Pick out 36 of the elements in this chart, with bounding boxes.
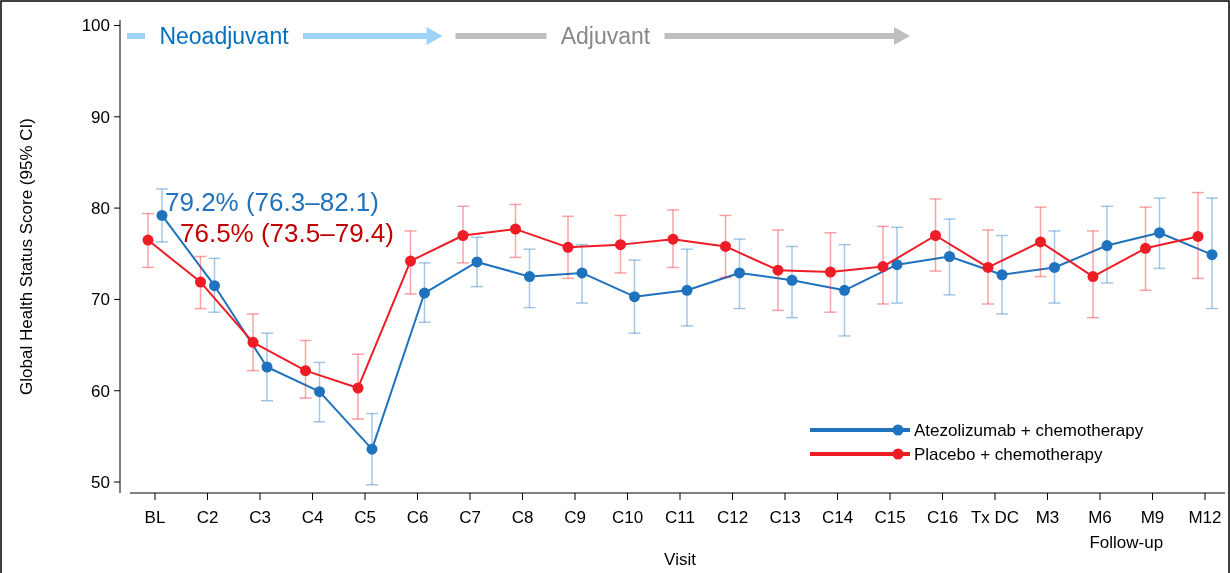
annotation: Adjuvant	[560, 23, 651, 50]
x-tick-label: C12	[716, 508, 749, 527]
annotation: Neoadjuvant	[159, 23, 290, 50]
y-axis-title: Global Health Status Score (95% CI)	[17, 118, 36, 395]
x-tick-label: C5	[354, 508, 376, 527]
x-tick-label: C9	[564, 508, 586, 527]
x-tick-label: C10	[611, 508, 644, 527]
y-tick-label: 90	[91, 107, 110, 127]
x-tick-label: M6	[1088, 508, 1112, 527]
x-tick-label: C4	[301, 508, 324, 527]
x-tick-label: C14	[821, 508, 854, 527]
y-tick-label: 70	[91, 290, 110, 310]
x-tick-label: C11	[665, 508, 695, 527]
x-tick-label: Tx DC	[970, 508, 1020, 527]
x-tick-label: C2	[196, 508, 219, 527]
x-tick-label: BL	[144, 508, 166, 527]
x-tick-label: C8	[511, 508, 534, 527]
x-tick-label: M3	[1035, 508, 1060, 527]
x-tick-label: C16	[926, 508, 959, 527]
x-tick-label: C15	[874, 508, 906, 527]
legend-label: Atezolizumab + chemotherapy	[914, 420, 1144, 440]
x-tick-label: C7	[459, 508, 481, 527]
y-tick-label: 80	[91, 199, 110, 219]
x-tick-label: C6	[406, 508, 429, 527]
text: Follow-up	[1089, 533, 1164, 552]
x-tick-label: M12	[1188, 508, 1222, 527]
x-tick-label: M9	[1140, 508, 1165, 527]
x-axis-title: Visit	[664, 550, 697, 569]
annotation: 79.2% (76.3–82.1)	[165, 187, 379, 218]
annotation: 76.5% (73.5–79.4)	[180, 218, 394, 249]
x-tick-label: C3	[249, 508, 271, 527]
x-tick-label: C13	[769, 508, 801, 527]
y-tick-label: 100	[81, 16, 110, 36]
legend-label: Placebo + chemotherapy	[914, 444, 1104, 464]
y-tick-label: 60	[91, 381, 110, 401]
y-tick-label: 50	[91, 472, 110, 492]
